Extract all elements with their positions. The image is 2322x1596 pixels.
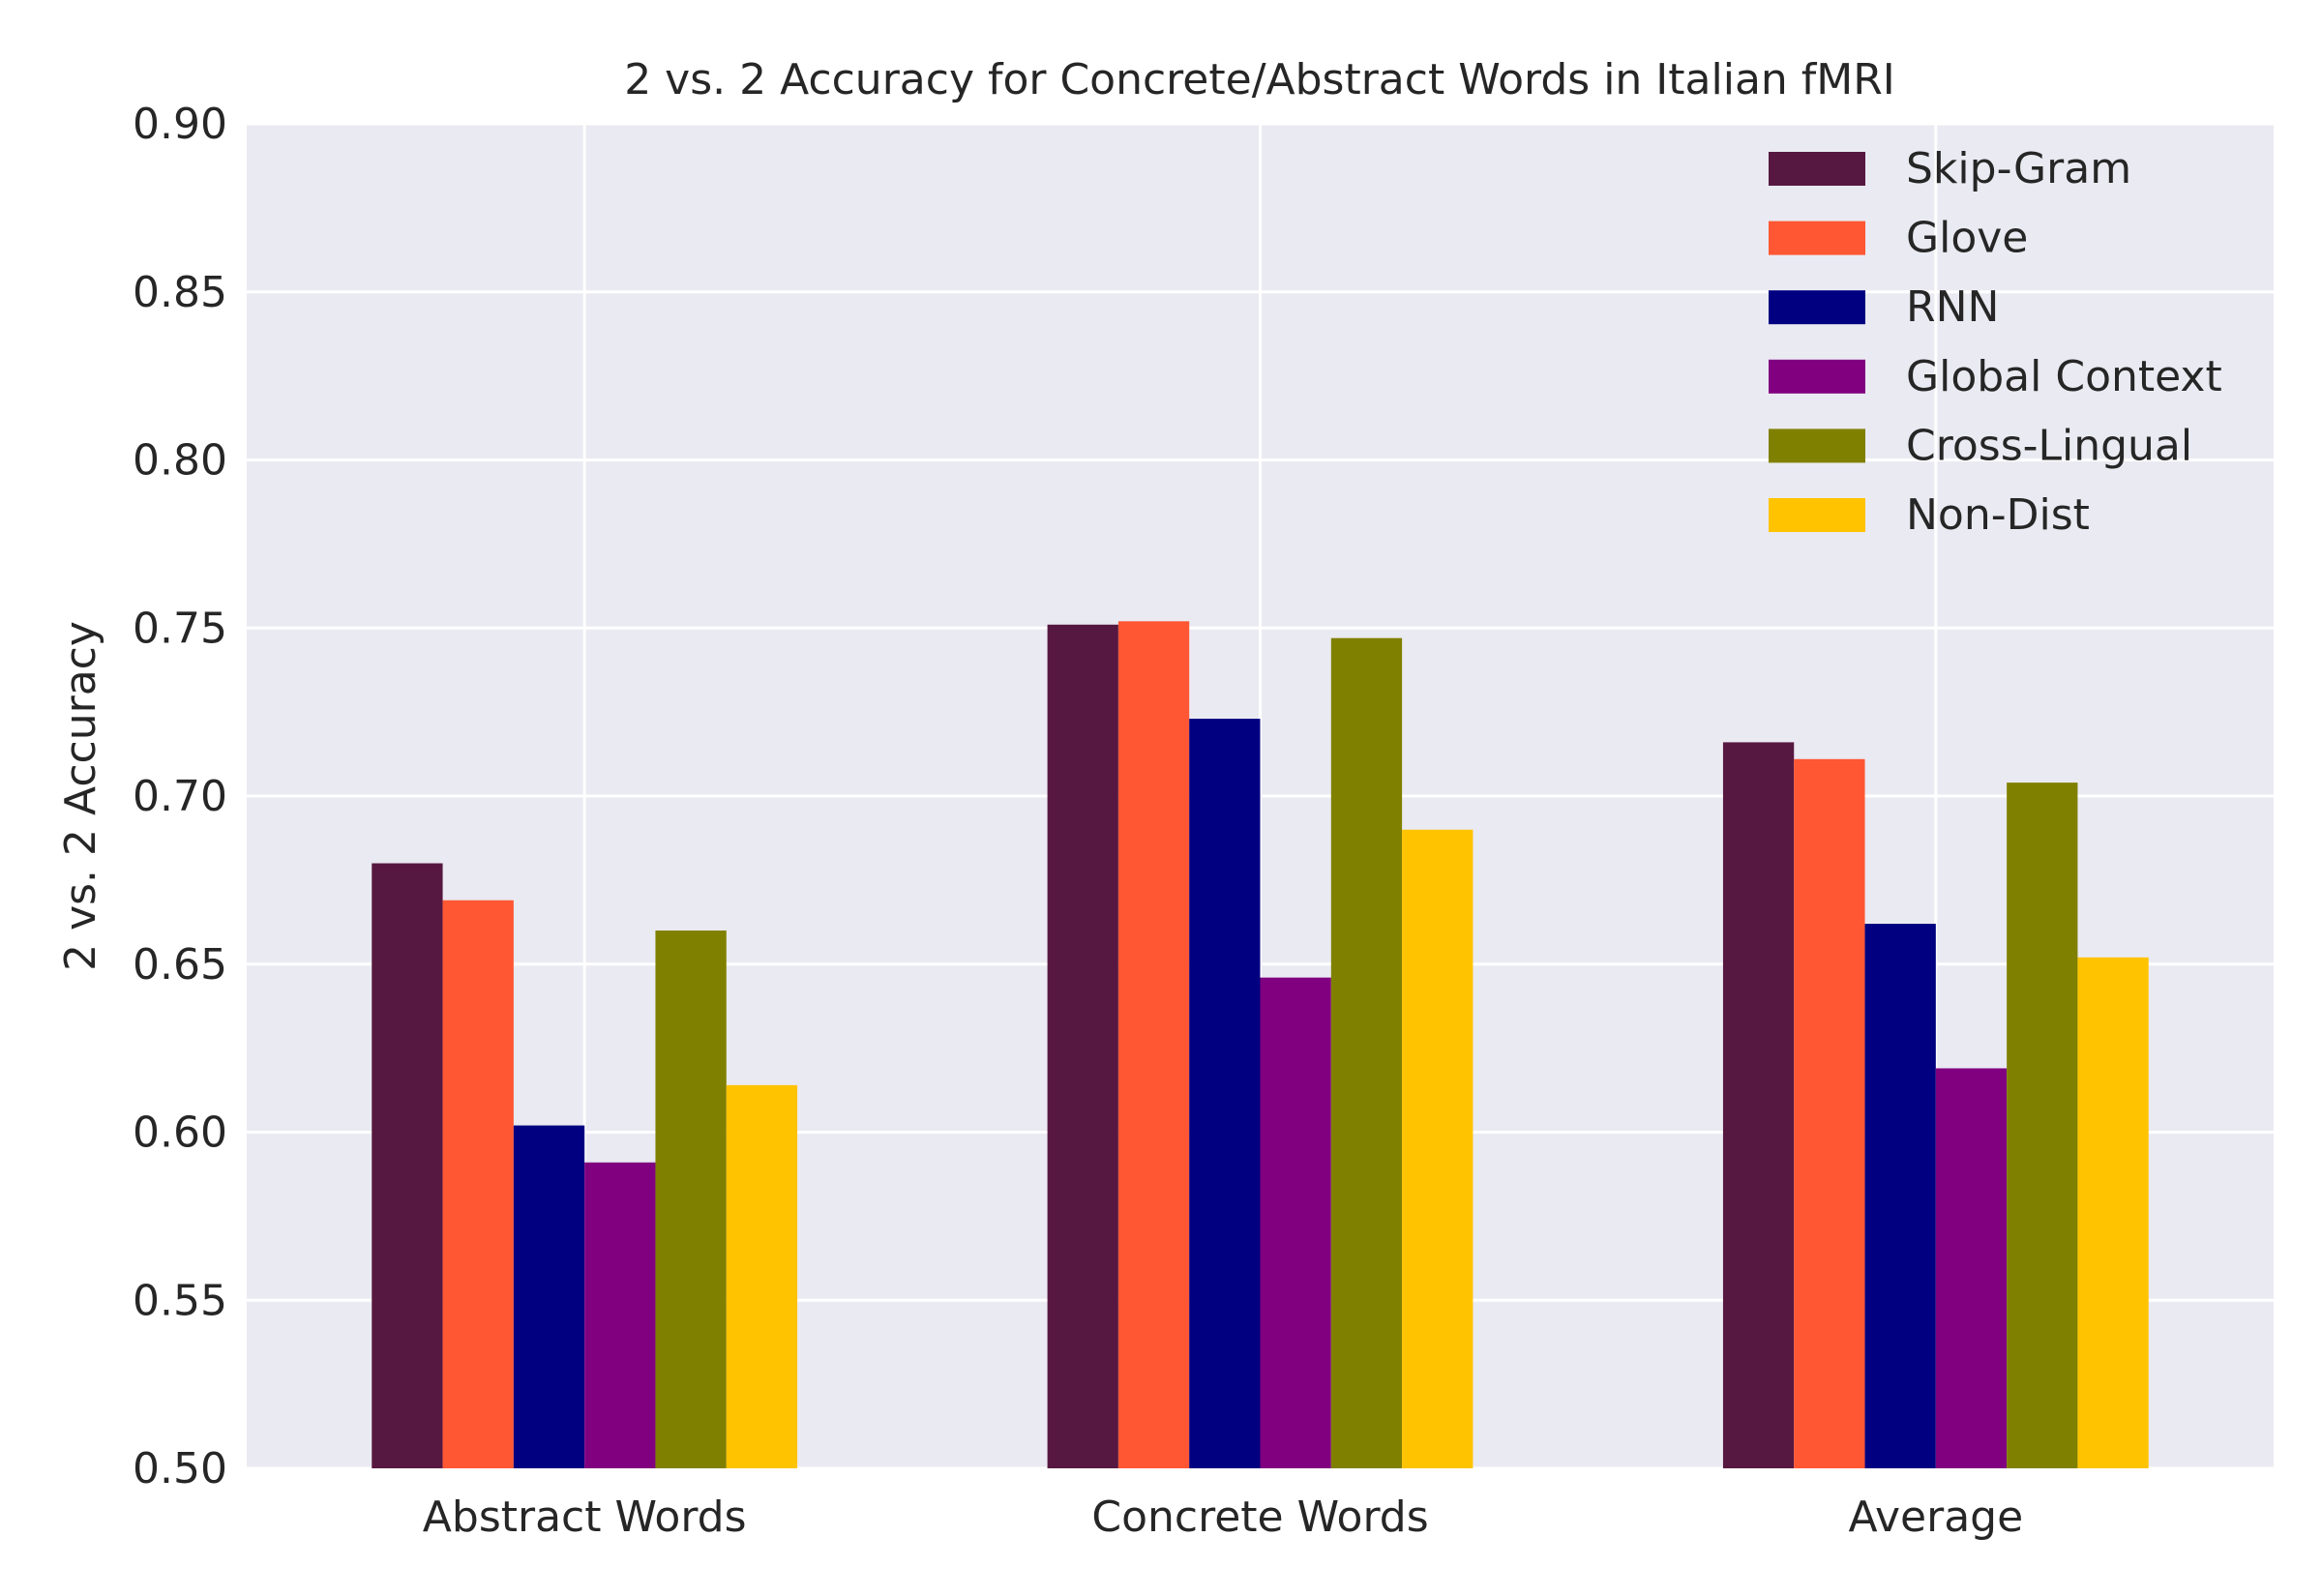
bar-skip-gram [372,863,443,1468]
y-tick-label: 0.50 [133,1444,227,1493]
y-tick-label: 0.55 [133,1276,227,1325]
legend-label: Global Context [1906,352,2222,401]
y-tick-labels: 0.50 0.55 0.60 0.65 0.70 0.75 0.80 0.85 0.90 [133,100,227,1493]
bar-non-dist [2077,957,2149,1468]
bar-skip-gram [1047,624,1118,1468]
y-tick-label: 0.60 [133,1108,227,1158]
y-tick-label: 0.80 [133,436,227,486]
legend-label: Glove [1906,214,2028,263]
legend-swatch [1769,359,1865,394]
y-tick-label: 0.90 [133,100,227,149]
y-tick-label: 0.85 [133,268,227,317]
bar-glove [442,900,514,1468]
y-axis-label: 2 vs. 2 Accuracy [56,621,105,971]
legend-swatch [1769,429,1865,463]
bar-glove [1794,758,1865,1468]
x-tick-labels: Abstract Words Concrete Words Average [423,1493,2023,1542]
legend-swatch [1769,221,1865,255]
bar-global-context [1260,977,1331,1468]
bar-rnn [513,1125,585,1468]
x-tick-label: Average [1848,1493,2023,1542]
bar-non-dist [1402,829,1474,1468]
bar-non-dist [726,1084,798,1468]
legend-swatch [1769,498,1865,532]
chart-title: 2 vs. 2 Accuracy for Concrete/Abstract W… [624,55,1895,104]
bar-global-context [1935,1068,2008,1468]
bar-cross-lingual [2007,783,2078,1468]
bar-skip-gram [1722,742,1795,1468]
bar-cross-lingual [655,931,727,1468]
x-tick-label: Concrete Words [1091,1493,1428,1542]
bar-glove [1117,621,1190,1468]
legend-label: RNN [1906,282,1999,332]
x-tick-label: Abstract Words [423,1493,747,1542]
y-tick-label: 0.65 [133,940,227,990]
legend-label: Cross-Lingual [1906,421,2192,470]
legend-swatch [1769,152,1865,186]
y-tick-label: 0.70 [133,772,227,821]
bar-rnn [1189,719,1261,1468]
y-tick-label: 0.75 [133,604,227,653]
legend: Skip-Gram Glove RNN Global Context Cross-Lin… [1769,144,2222,540]
bar-cross-lingual [1330,637,1403,1468]
bars [372,621,2149,1468]
legend-label: Skip-Gram [1906,144,2131,193]
legend-swatch [1769,290,1865,325]
legend-label: Non-Dist [1906,490,2090,540]
bar-rnn [1864,924,1936,1468]
bar-global-context [584,1162,656,1468]
